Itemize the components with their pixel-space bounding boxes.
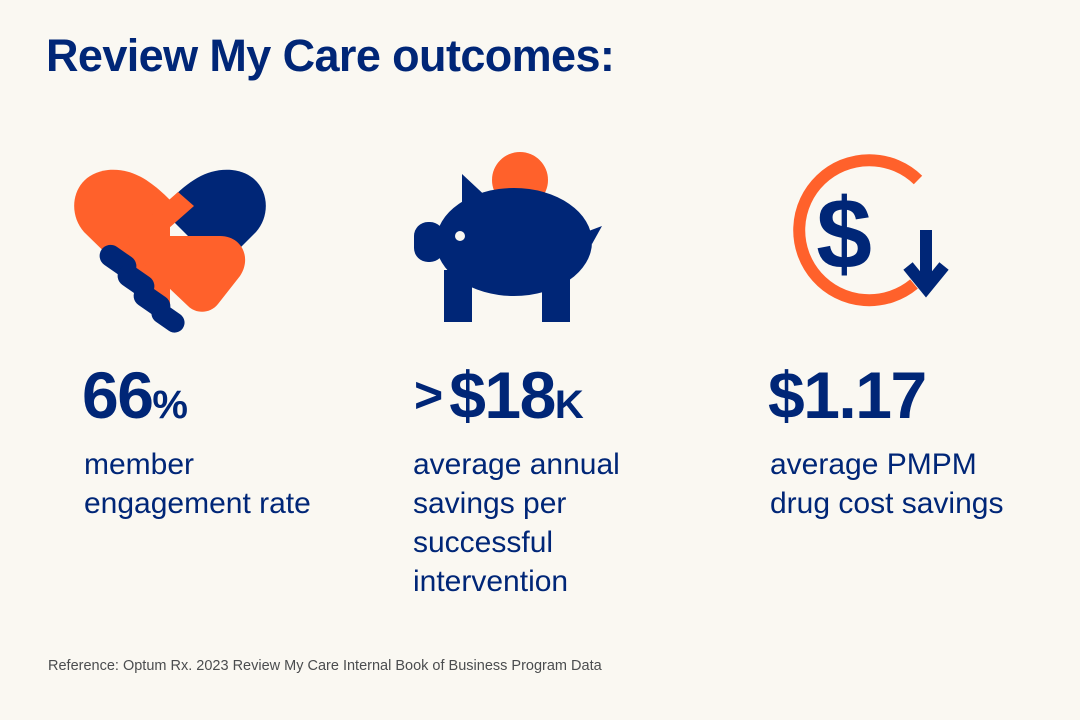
stat-value: $1.17 xyxy=(768,358,927,432)
description-line: average PMPM xyxy=(770,448,977,481)
description-line: average annual xyxy=(413,448,620,481)
description-line: successful xyxy=(413,526,554,559)
stat-engagement-value: 66% xyxy=(82,362,188,428)
description-line: savings per xyxy=(413,487,567,520)
reference-footnote: Reference: Optum Rx. 2023 Review My Care… xyxy=(48,658,602,674)
stat-engagement-description: member engagement rate xyxy=(84,445,311,523)
description-line: intervention xyxy=(413,565,569,598)
greater-than-sign: > xyxy=(414,367,444,423)
dollar-decrease-icon: $ xyxy=(793,154,949,307)
description-line: member xyxy=(84,448,195,481)
description-line: engagement rate xyxy=(84,487,311,520)
stat-value: 66 xyxy=(82,358,154,432)
stat-savings-value: >$18K xyxy=(414,362,584,428)
svg-text:$: $ xyxy=(816,178,872,290)
piggy-bank-icon xyxy=(414,152,602,322)
stat-pmpm-description: average PMPM drug cost savings xyxy=(770,445,1003,523)
stat-pmpm-value: $1.17 xyxy=(768,362,927,428)
description-line: drug cost savings xyxy=(770,487,1004,520)
stat-value: $18 xyxy=(449,358,556,432)
heart-handshake-icon xyxy=(74,169,266,333)
stat-unit: % xyxy=(152,383,188,427)
stat-unit: K xyxy=(554,383,584,427)
stat-savings-description: average annual savings per successful in… xyxy=(413,445,620,601)
page-title: Review My Care outcomes: xyxy=(46,30,615,81)
